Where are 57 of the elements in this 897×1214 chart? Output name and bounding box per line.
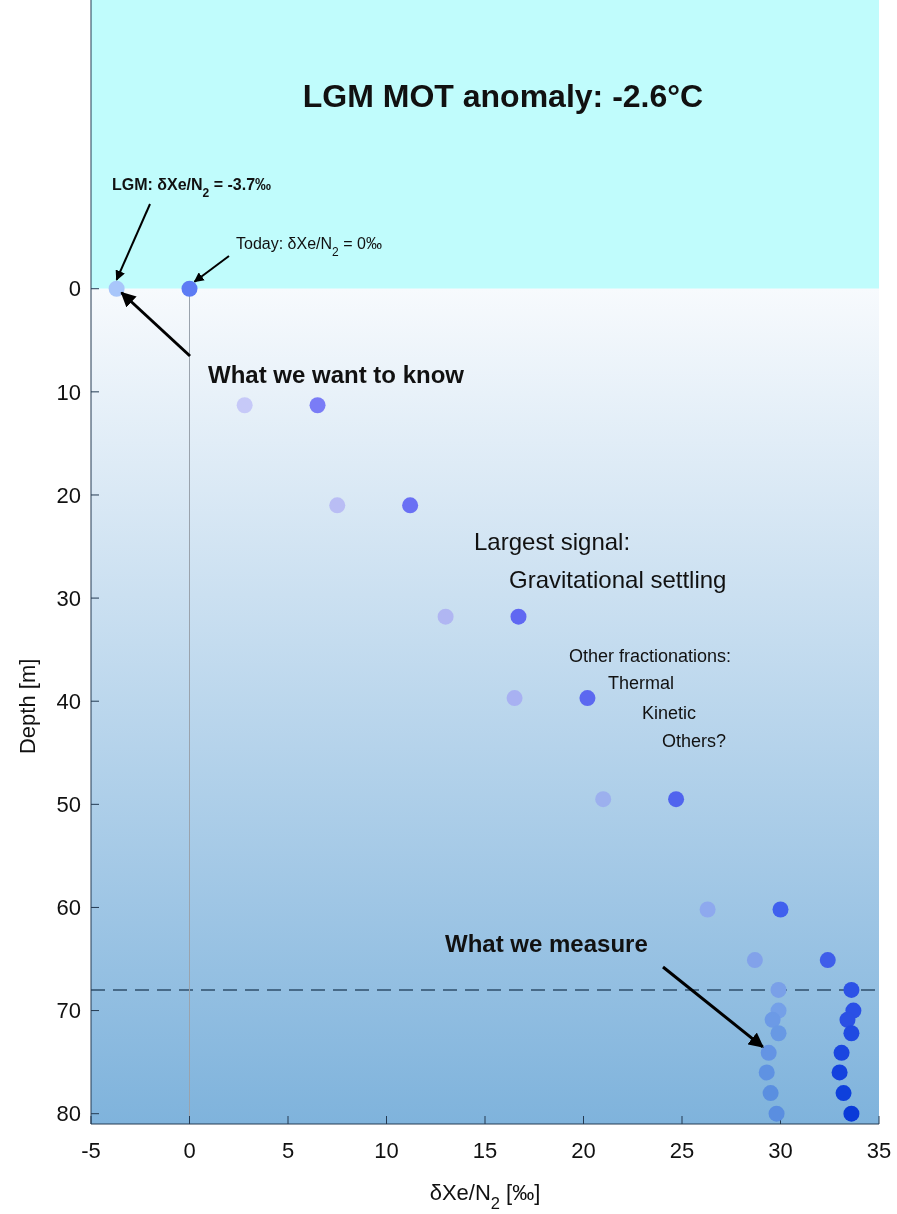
- point: [770, 1025, 787, 1042]
- annotation: Largest signal: Gravitational settling: [474, 528, 727, 593]
- point: [181, 280, 198, 297]
- point: [595, 791, 612, 808]
- y-tick-label: 50: [56, 792, 81, 818]
- point: [839, 1011, 856, 1028]
- point: [402, 497, 419, 514]
- x-tick-label: 35: [866, 1138, 892, 1163]
- point: [758, 1064, 775, 1081]
- point: [760, 1044, 777, 1061]
- point: [764, 1011, 781, 1028]
- y-tick-label: 20: [56, 482, 81, 508]
- point: [236, 397, 253, 414]
- annotation: Today: δXe/N$_{2}$ = 0‰: [236, 235, 382, 259]
- point: [668, 791, 685, 808]
- y-tick-label: 70: [56, 998, 81, 1024]
- point: [768, 1105, 785, 1122]
- point: [437, 608, 454, 625]
- y-tick-label: 80: [56, 1101, 81, 1127]
- x-tick-label: 20: [571, 1138, 596, 1163]
- point: [746, 952, 763, 969]
- point: [772, 901, 789, 918]
- point: [819, 952, 836, 969]
- y-tick-label: 10: [56, 379, 81, 405]
- point: [843, 981, 860, 998]
- point: [833, 1044, 850, 1061]
- x-tick-label: -5: [81, 1138, 101, 1163]
- x-tick-label: 30: [768, 1138, 793, 1163]
- y-tick-label: 60: [56, 895, 81, 921]
- annotation: What we want to know: [208, 361, 465, 388]
- y-tick-label: 40: [56, 688, 81, 714]
- y-tick-label: 30: [56, 585, 81, 611]
- y-tick-label: 0: [68, 276, 81, 302]
- text: LGM MOT anomaly: -2.6°C: [302, 78, 704, 114]
- point: [506, 690, 523, 707]
- point: [309, 397, 326, 414]
- x-tick-label: 25: [669, 1138, 695, 1163]
- x-tick-label: 10: [374, 1138, 399, 1163]
- x-tick-label: 15: [472, 1138, 498, 1163]
- point: [329, 497, 346, 514]
- x-tick-label: 5: [281, 1138, 295, 1163]
- x-axis-title: δXe/N$_{2}$ [‰]: [429, 1180, 541, 1212]
- y-axis-title: Depth [m]: [15, 658, 40, 755]
- point: [770, 981, 787, 998]
- point: [699, 901, 716, 918]
- annotation: LGM: δXe/N$_{2}$ = -3.7‰: [112, 176, 272, 200]
- point: [510, 608, 527, 625]
- x-tick-label: 0: [183, 1138, 196, 1163]
- point: [831, 1064, 848, 1081]
- annotation: Other fractionations: Thermal Kinetic Others?: [569, 646, 732, 751]
- point: [762, 1085, 779, 1102]
- point: [843, 1105, 860, 1122]
- point: [108, 280, 125, 297]
- point: [843, 1025, 860, 1042]
- annotation: What we measure: [445, 930, 648, 957]
- point: [835, 1085, 852, 1102]
- point: [579, 690, 596, 707]
